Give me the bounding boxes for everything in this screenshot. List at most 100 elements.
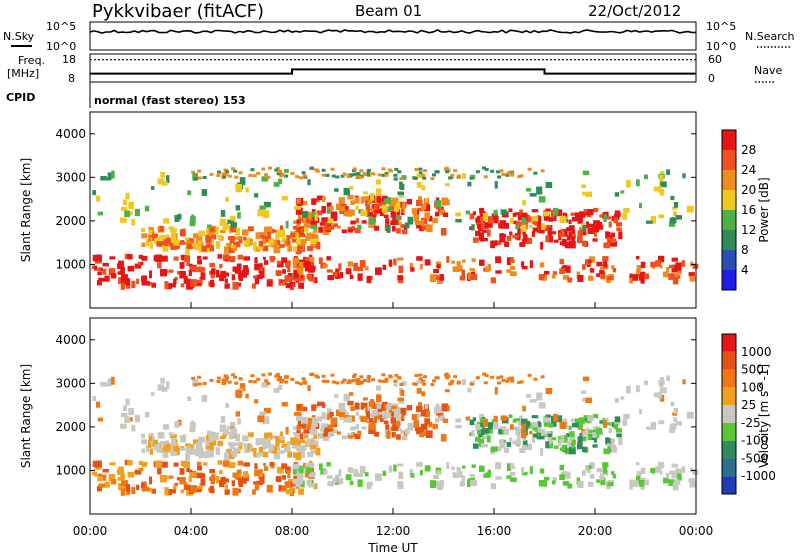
power-cell [207,224,212,229]
power-cell [276,261,284,268]
velocity-cell [141,448,146,453]
velocity-cell [653,392,658,398]
velocity-cell [397,481,403,487]
power-cell [97,267,101,271]
velocity-cell [471,430,475,437]
power-cell [400,224,405,228]
power-cell [163,240,168,247]
velocity-cell [508,376,515,380]
power-cell [608,235,613,241]
power-cell [398,265,403,274]
power-cell [276,172,281,176]
velocity-cell [519,380,524,384]
velocity-cell [217,460,223,465]
velocity-cell [416,380,422,385]
velocity-cell [636,471,642,477]
velocity-cell [282,475,287,480]
velocity-cell [622,418,628,426]
power-cell [254,257,258,264]
power-cell [475,217,481,223]
power-cell [581,184,587,188]
velocity-cell [673,417,678,423]
velocity-cell [626,385,631,394]
power-cell [568,240,576,249]
power-cell [120,282,126,290]
velocity-cell [669,428,676,433]
power-cell [636,179,640,187]
power-cell [390,210,397,218]
power-cell [478,232,485,241]
velocity-cell [475,436,481,443]
power-cell [365,205,370,213]
power-cell [307,179,311,186]
power-cell [506,171,511,175]
power-cell [436,264,441,269]
velocity-cell [538,402,546,409]
velocity-cell [353,468,359,477]
power-cell [157,262,162,269]
velocity-cell [650,422,656,430]
power-cell [137,261,141,265]
velocity-cell [318,463,323,470]
velocity-cell [379,405,387,413]
velocity-cell [613,423,618,430]
power-cell [499,233,504,237]
power-cell [238,171,243,175]
power-cell [184,255,190,262]
power-colorbar-swatch-0 [722,270,736,290]
cpid-label: CPID [6,91,35,104]
velocity-cell [279,450,285,454]
velocity-cell [384,378,389,381]
velocity-cell [285,470,290,474]
velocity-cell [398,471,403,480]
velocity-cell [639,408,642,415]
velocity-cell [612,474,617,479]
power-cell [102,262,109,267]
power-cell [311,209,316,213]
velocity-cell [217,440,223,446]
velocity-cell [495,462,502,470]
power-heatmap [91,166,699,291]
velocity-cell [547,433,552,439]
power-cell [321,168,326,172]
power-cell [299,233,306,238]
velocity-cell [606,422,612,426]
power-cell [128,201,135,210]
power-cell [180,283,185,288]
velocity-cell [629,481,633,490]
power-cell [247,226,254,232]
velocity-cell [522,471,528,476]
velocity-cell [494,387,498,395]
power-colorbar-swatch-6 [722,150,736,170]
power-cell [301,239,307,245]
power-cell [421,217,428,225]
power-cell [629,275,633,284]
velocity-cell [364,472,369,477]
power-cell [385,206,392,212]
velocity-cell [508,414,513,418]
power-cell [232,282,239,290]
power-cell [92,190,97,196]
power-cell [242,269,247,278]
velocity-cell [233,447,240,452]
power-cell [519,174,524,178]
velocity-cell [344,412,349,416]
velocity-cell [358,381,363,385]
power-cell [235,205,241,211]
velocity-cell [386,431,391,439]
velocity-cell [211,474,216,481]
power-cell [663,271,669,278]
power-cell [299,227,303,234]
power-cell [273,182,280,187]
velocity-cell [536,392,543,401]
velocity-cell [100,382,107,387]
velocity-cell [307,385,311,392]
velocity-cell [682,379,686,385]
power-cell [223,172,228,176]
power-cell [264,260,269,265]
power-cell [339,208,344,214]
power-cell [330,225,335,229]
power-cell [275,232,280,240]
velocity-cell [485,472,490,478]
power-cell [249,238,253,246]
